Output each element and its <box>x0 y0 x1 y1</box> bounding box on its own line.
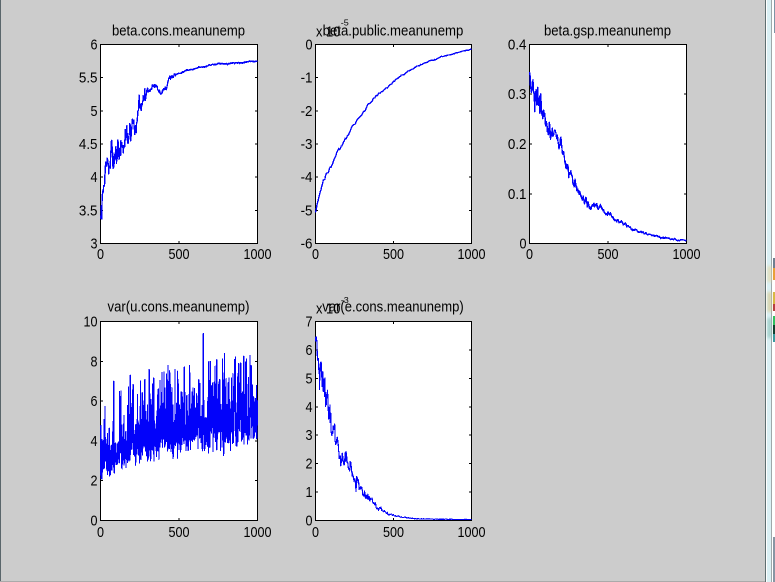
svg-text:0.4: 0.4 <box>508 37 527 54</box>
svg-text:-5: -5 <box>341 19 350 28</box>
svg-text:500: 500 <box>169 524 190 541</box>
svg-text:5: 5 <box>306 370 313 387</box>
svg-text:500: 500 <box>383 524 404 541</box>
svg-text:0.1: 0.1 <box>508 186 527 203</box>
svg-text:1000: 1000 <box>458 246 486 263</box>
svg-text:0: 0 <box>97 524 104 541</box>
svg-text:1000: 1000 <box>244 246 272 263</box>
svg-text:-1: -1 <box>301 70 313 87</box>
svg-text:500: 500 <box>169 246 190 263</box>
svg-text:var(e.cons.meanunemp): var(e.cons.meanunemp) <box>322 299 463 316</box>
svg-text:0: 0 <box>526 246 533 263</box>
svg-text:2: 2 <box>91 473 98 490</box>
svg-text:6: 6 <box>306 342 313 359</box>
svg-text:3: 3 <box>306 427 313 444</box>
svg-text:-3: -3 <box>341 296 350 305</box>
svg-text:0.3: 0.3 <box>508 86 527 103</box>
svg-text:8: 8 <box>91 353 98 370</box>
svg-text:3.5: 3.5 <box>79 202 98 219</box>
svg-text:1000: 1000 <box>458 524 486 541</box>
svg-text:7: 7 <box>306 314 313 331</box>
svg-text:1000: 1000 <box>673 246 701 263</box>
svg-text:500: 500 <box>598 246 619 263</box>
svg-text:4: 4 <box>91 433 98 450</box>
svg-text:-3: -3 <box>301 136 313 153</box>
svg-text:x 10: x 10 <box>316 301 340 318</box>
svg-text:5: 5 <box>91 103 98 120</box>
svg-text:-6: -6 <box>301 236 313 253</box>
svg-text:beta.cons.meanunemp: beta.cons.meanunemp <box>112 23 245 40</box>
svg-text:1: 1 <box>306 484 313 501</box>
svg-text:0: 0 <box>91 513 98 530</box>
svg-text:1000: 1000 <box>244 524 272 541</box>
svg-text:0: 0 <box>306 513 313 530</box>
svg-text:4: 4 <box>306 399 313 416</box>
svg-text:0.2: 0.2 <box>508 136 527 153</box>
svg-text:beta.public.meanunemp: beta.public.meanunemp <box>323 23 464 40</box>
svg-text:4: 4 <box>91 169 98 186</box>
svg-text:6: 6 <box>91 37 98 54</box>
svg-text:x 10: x 10 <box>316 24 340 41</box>
svg-text:0: 0 <box>312 246 319 263</box>
svg-text:5.5: 5.5 <box>79 70 98 87</box>
svg-text:-4: -4 <box>301 169 313 186</box>
svg-text:4.5: 4.5 <box>79 136 98 153</box>
svg-text:0: 0 <box>306 37 313 54</box>
svg-text:3: 3 <box>91 236 98 253</box>
svg-text:0: 0 <box>312 524 319 541</box>
svg-text:0: 0 <box>520 236 527 253</box>
svg-text:-2: -2 <box>301 103 313 120</box>
svg-text:500: 500 <box>383 246 404 263</box>
svg-text:0: 0 <box>97 246 104 263</box>
svg-text:beta.gsp.meanunemp: beta.gsp.meanunemp <box>544 23 671 40</box>
svg-text:2: 2 <box>306 456 313 473</box>
svg-text:10: 10 <box>84 314 98 331</box>
svg-text:var(u.cons.meanunemp): var(u.cons.meanunemp) <box>108 299 250 316</box>
svg-text:-5: -5 <box>301 202 313 219</box>
svg-text:6: 6 <box>91 393 98 410</box>
